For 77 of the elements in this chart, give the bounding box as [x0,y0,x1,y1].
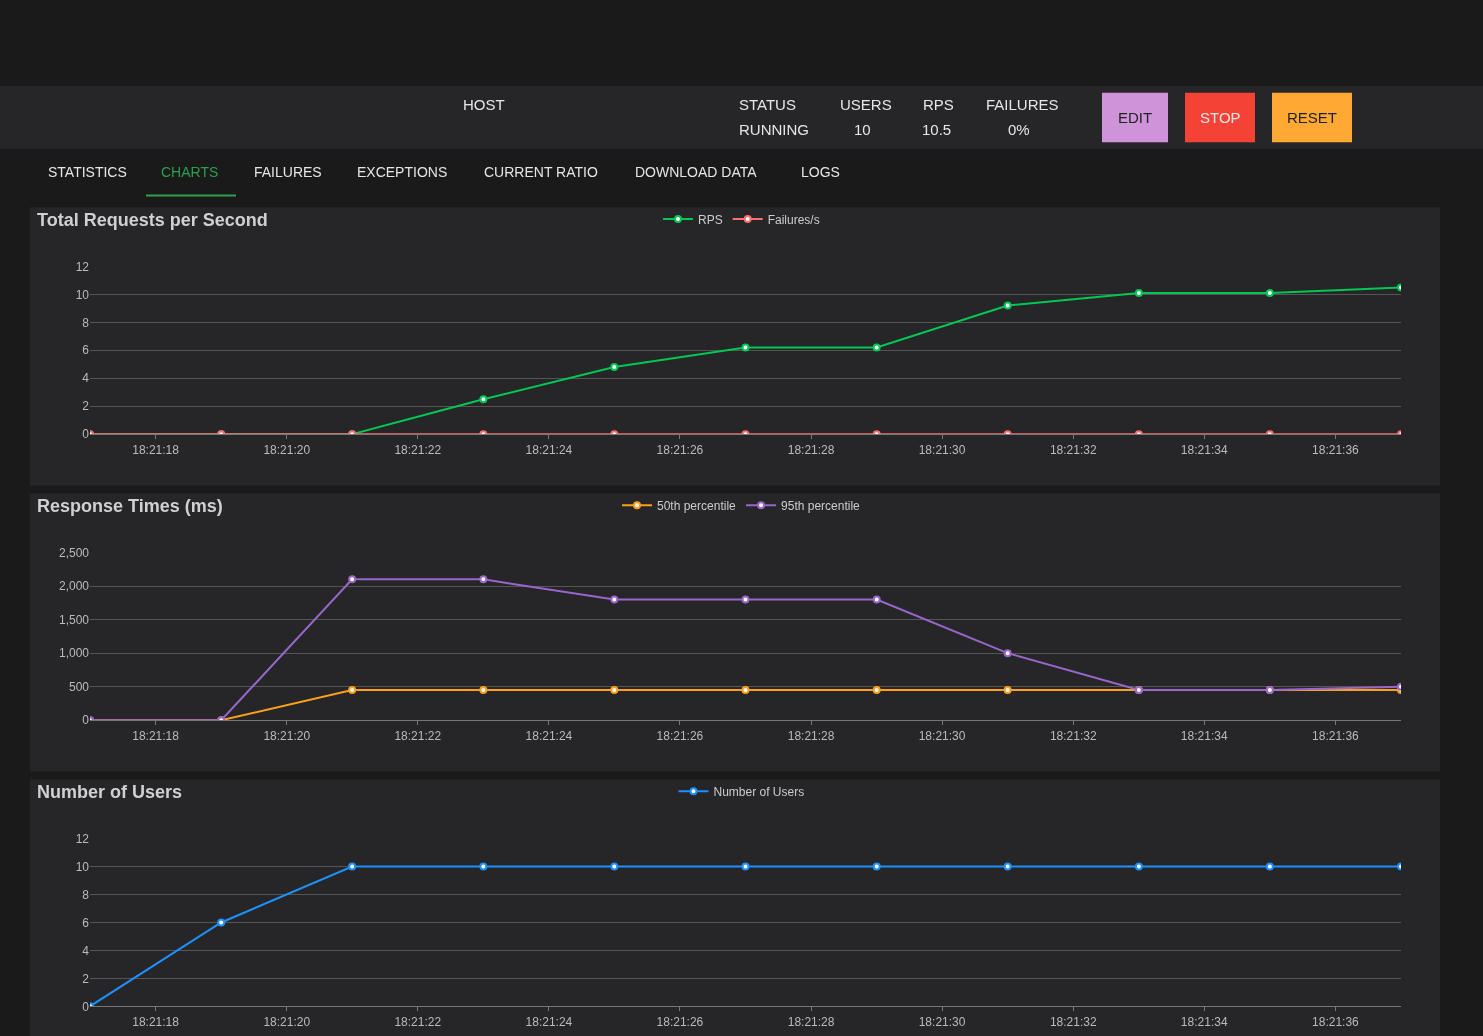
legend-label: Failures/s [767,212,820,227]
y-tick-label: 2,000 [58,579,90,594]
x-tick-label: 18:21:24 [525,1014,573,1029]
x-tick-label: 18:21:34 [1180,442,1228,457]
x-tick-label: 18:21:20 [263,1014,311,1029]
x-tick-label: 18:21:20 [263,442,311,457]
x-tick-label: 18:21:18 [132,442,180,457]
y-tick-label: 1,500 [58,612,90,627]
text: USERS [840,96,892,113]
x-tick-label: 18:21:34 [1180,1014,1228,1029]
y-tick-label: 8 [82,887,90,902]
legend-label: 95th percentile [781,498,861,513]
x-tick-label: 18:21:26 [656,728,704,743]
x-tick-label: 18:21:30 [918,442,966,457]
x-tick-label: 18:21:34 [1180,728,1228,743]
y-tick-label: 8 [82,315,90,330]
x-tick-label: 18:21:36 [1312,442,1360,457]
x-tick-label: 18:21:32 [1049,442,1097,457]
text: CHARTS [161,164,219,180]
text: 10 [854,121,871,138]
text: FAILURES [986,96,1059,113]
y-tick-label: 0 [82,999,90,1014]
chart-title: Total Requests per Second [37,210,268,230]
y-tick-label: 2 [82,399,90,414]
text: CURRENT RATIO [484,164,598,180]
y-tick-label: 0 [82,713,90,728]
x-tick-label: 18:21:28 [787,1014,835,1029]
y-tick-label: 4 [82,943,90,958]
text: RPS [923,96,954,113]
x-tick-label: 18:21:26 [656,1014,704,1029]
chart-title: Response Times (ms) [37,496,223,516]
text: FAILURES [254,164,322,180]
y-tick-label: 10 [75,859,90,874]
y-tick-label: 500 [68,679,90,694]
chart-title: Number of Users [37,782,183,802]
y-tick-label: 1,000 [58,646,90,661]
text: LOGS [801,164,840,180]
x-tick-label: 18:21:36 [1312,1014,1360,1029]
x-tick-label: 18:21:32 [1049,728,1097,743]
y-tick-label: 10 [75,287,90,302]
x-tick-label: 18:21:30 [918,1014,966,1029]
y-tick-label: 12 [75,259,90,274]
x-tick-label: 18:21:28 [787,442,835,457]
text: EXCEPTIONS [357,164,448,180]
y-tick-label: 2,500 [58,545,90,560]
text: DOWNLOAD DATA [635,164,758,180]
text: STATISTICS [48,164,127,180]
x-tick-label: 18:21:18 [132,1014,180,1029]
x-tick-label: 18:21:32 [1049,1014,1097,1029]
x-tick-label: 18:21:22 [394,442,442,457]
y-tick-label: 6 [82,915,90,930]
y-tick-label: 6 [82,343,90,358]
text: 10.5 [922,121,952,138]
text: 0% [1008,121,1030,138]
x-tick-label: 18:21:24 [525,442,573,457]
legend-label: Number of Users [713,784,805,799]
x-tick-label: 18:21:24 [525,728,573,743]
x-tick-label: 18:21:20 [263,728,311,743]
x-tick-label: 18:21:18 [132,728,180,743]
text: EDIT [1118,109,1153,126]
legend-label: 50th percentile [657,498,737,513]
legend-label: RPS [698,212,723,227]
y-tick-label: 2 [82,971,90,986]
x-tick-label: 18:21:22 [394,1014,442,1029]
y-tick-label: 4 [82,371,90,386]
x-tick-label: 18:21:28 [787,728,835,743]
text: RUNNING [739,121,809,138]
x-tick-label: 18:21:36 [1312,728,1360,743]
y-tick-label: 12 [75,831,90,846]
x-tick-label: 18:21:22 [394,728,442,743]
text: RESET [1287,109,1338,126]
x-tick-label: 18:21:30 [918,728,966,743]
x-tick-label: 18:21:26 [656,442,704,457]
text: STOP [1200,109,1241,126]
y-tick-label: 0 [82,427,90,442]
text: STATUS [739,96,796,113]
text: HOST [463,96,505,113]
